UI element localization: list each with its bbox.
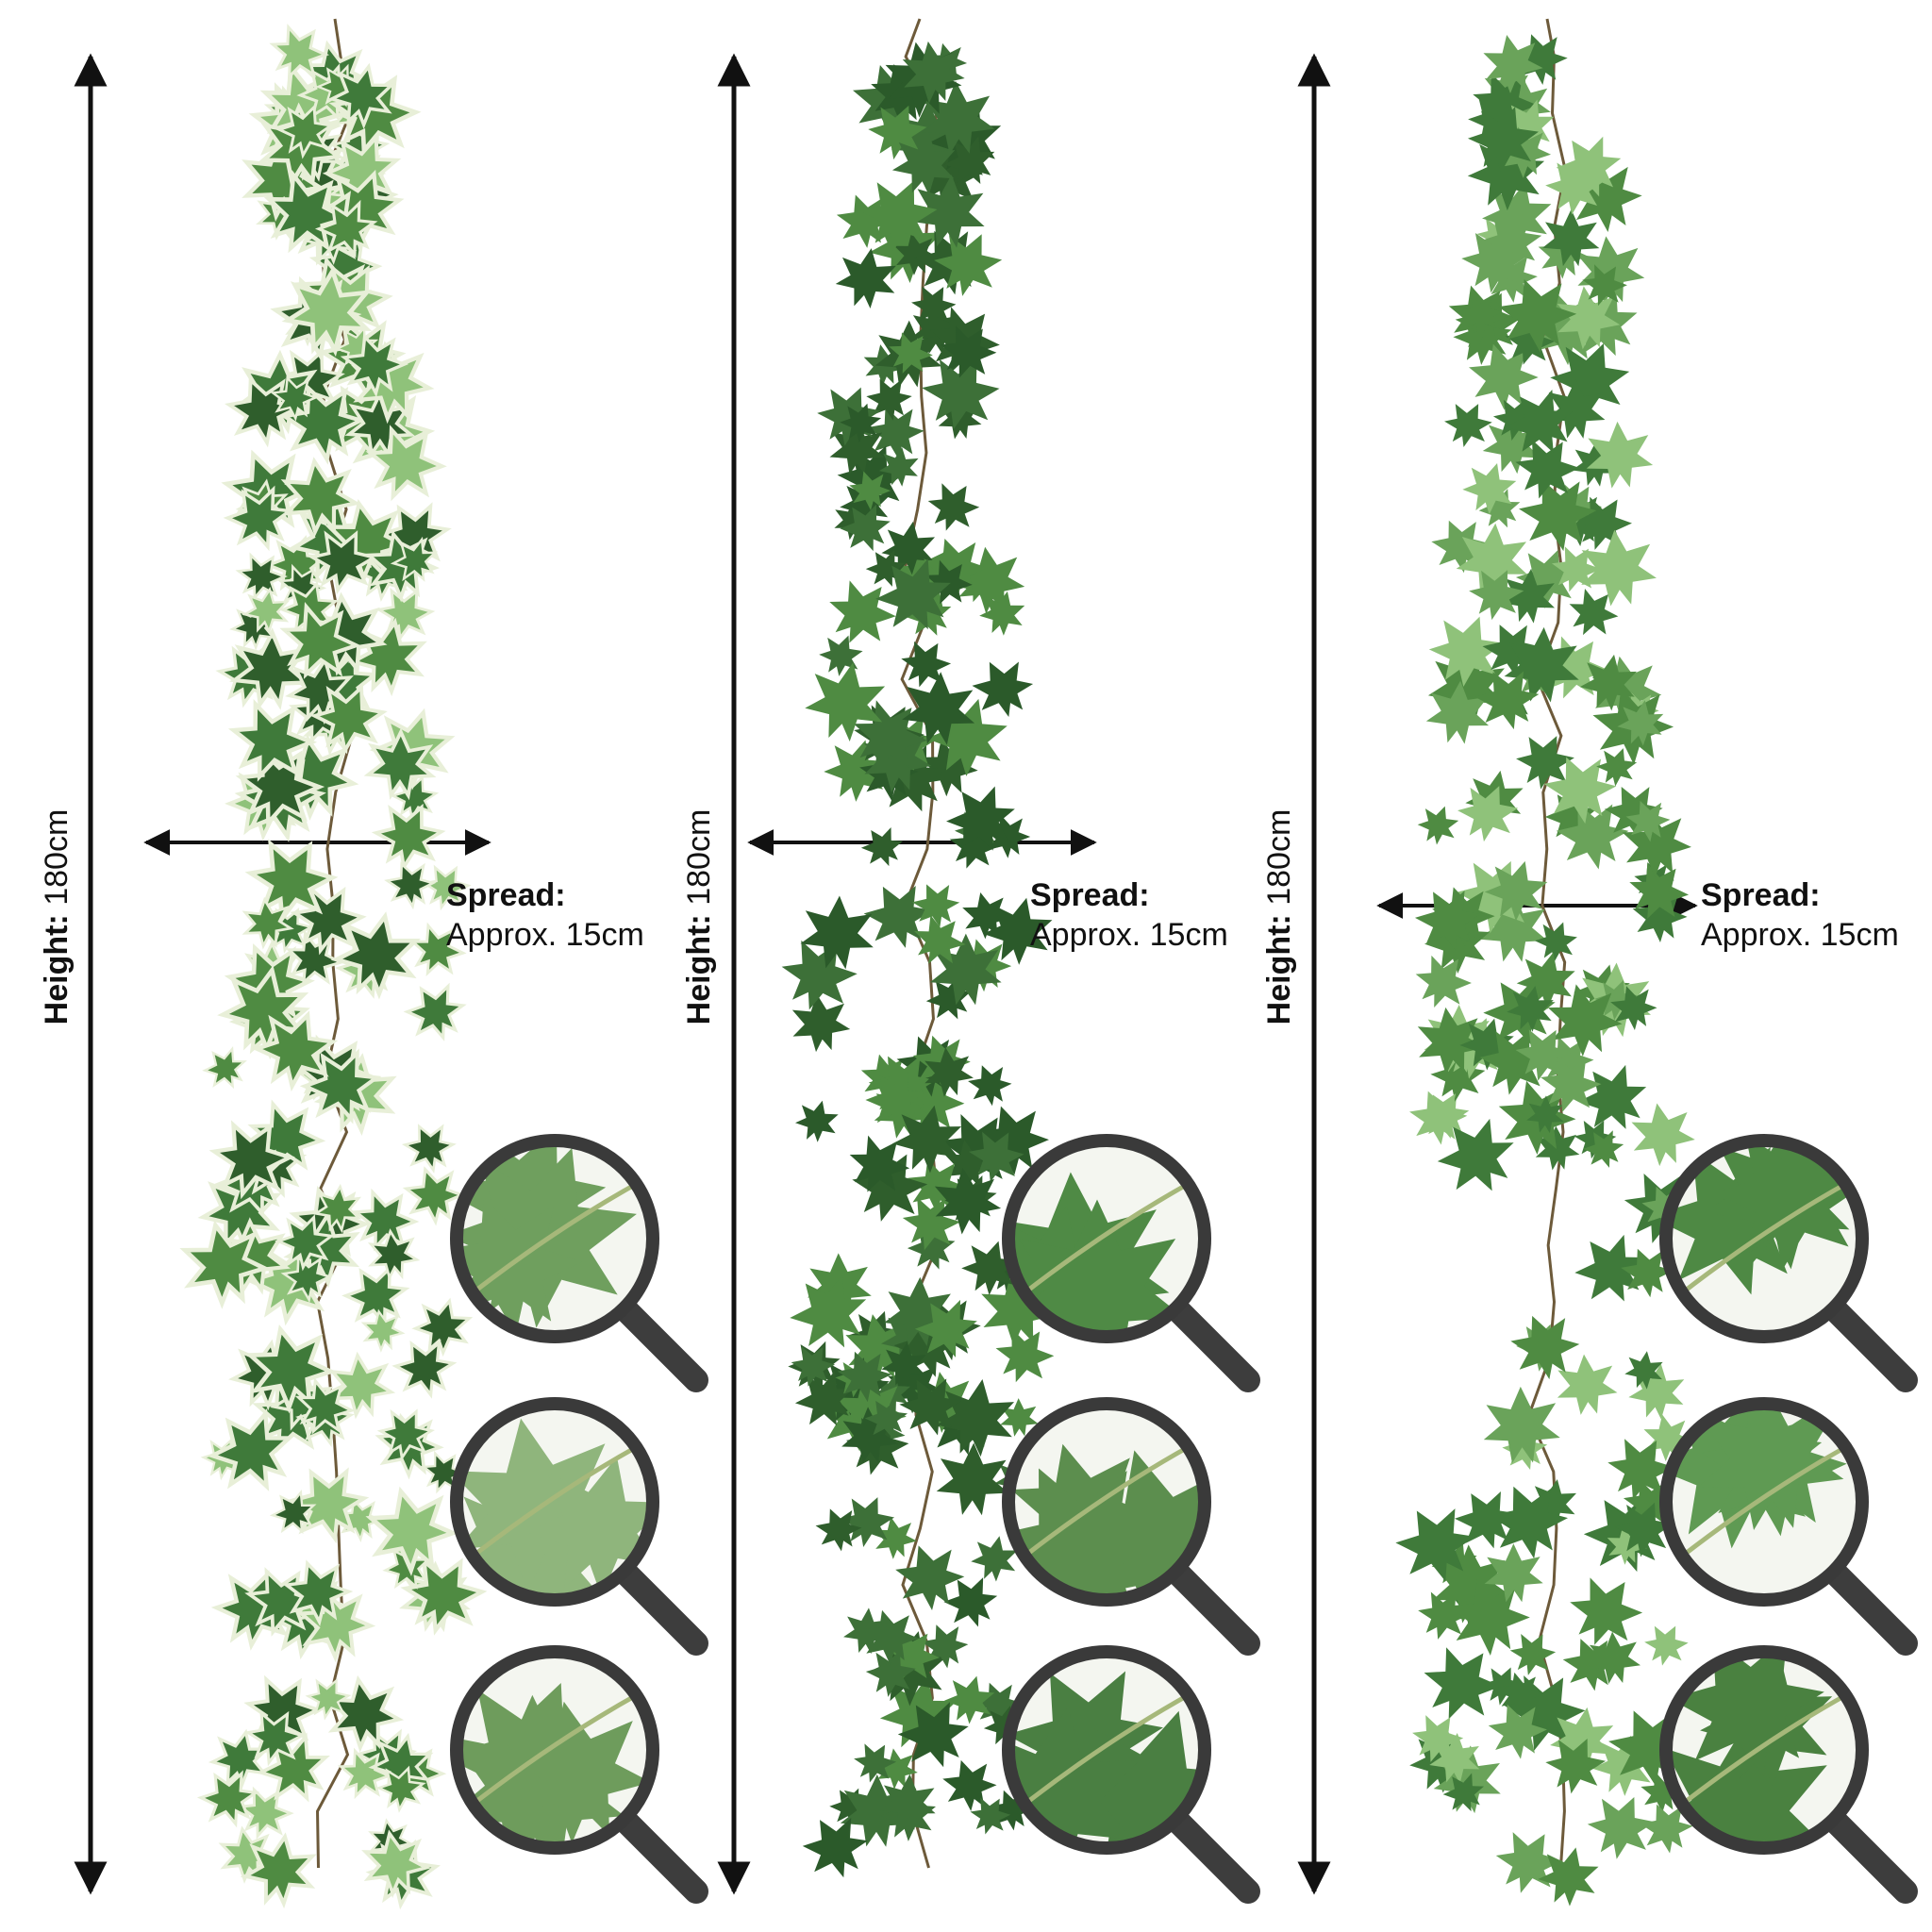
magnifier-icon — [1002, 1397, 1260, 1656]
ivy-vine-dark-green — [770, 18, 1063, 1890]
ivy-leaf — [1504, 1624, 1562, 1683]
magnifier-ring — [450, 1397, 659, 1607]
height-key: Height: — [1261, 914, 1297, 1025]
ivy-leaf — [893, 630, 958, 696]
magnifier-icon — [450, 1645, 708, 1904]
magnifier-ring — [1659, 1134, 1869, 1343]
ivy-leaf — [791, 1095, 843, 1146]
magnifier-handle — [1820, 1806, 1918, 1904]
ivy-leaf — [1438, 393, 1499, 455]
ivy-leaf — [936, 1441, 1010, 1516]
zoomed-stem — [1020, 1179, 1193, 1297]
magnifier-handle — [1820, 1557, 1918, 1656]
zoomed-stem — [1677, 1179, 1851, 1297]
spread-key: Spread: — [1701, 877, 1821, 913]
magnifier-handle — [610, 1806, 708, 1904]
magnifier-handle — [1820, 1294, 1918, 1392]
ivy-leaf — [814, 627, 869, 682]
spread-key: Spread: — [1030, 877, 1150, 913]
magnifier-ring — [1002, 1645, 1211, 1855]
vine-1-group — [74, 15, 708, 1915]
ivy-vine-variegated — [177, 15, 491, 1915]
magnifier-handle — [1162, 1294, 1260, 1392]
magnifier-handle — [610, 1557, 708, 1656]
magnifier-icon — [1002, 1134, 1260, 1392]
magnifier-lens-group — [450, 1134, 708, 1904]
spread-value: Approx. 15cm — [1701, 917, 1899, 953]
ivy-leaf — [397, 1115, 461, 1179]
magnifier-lens-group — [1002, 1134, 1260, 1904]
ivy-leaf — [962, 1057, 1017, 1112]
ivy-leaf — [788, 990, 853, 1055]
ivy-leaf — [919, 473, 988, 541]
zoomed-stem — [1020, 1690, 1193, 1808]
ivy-leaf — [397, 973, 474, 1050]
zoomed-stem — [1020, 1442, 1193, 1560]
height-value: 180cm — [1261, 808, 1297, 906]
magnifier-ring — [450, 1645, 659, 1855]
height-key: Height: — [681, 914, 717, 1025]
ivy-leaf — [386, 1329, 463, 1406]
spread-label-1: Spread: Approx. 15cm — [446, 875, 644, 955]
magnifier-handle — [1162, 1557, 1260, 1656]
magnifier-ring — [1002, 1397, 1211, 1607]
ivy-leaf — [1413, 799, 1464, 850]
zoomed-stem — [1677, 1442, 1851, 1560]
magnifier-handle — [610, 1294, 708, 1392]
spread-value: Approx. 15cm — [446, 917, 644, 953]
ivy-vine-light-green — [1384, 18, 1712, 1912]
height-value: 180cm — [39, 808, 75, 906]
spread-label-2: Spread: Approx. 15cm — [1030, 875, 1228, 955]
magnifier-ring — [1002, 1134, 1211, 1343]
spread-label-3: Spread: Approx. 15cm — [1701, 875, 1899, 955]
lens-close-up — [1666, 1652, 1851, 1848]
magnifier-icon — [1659, 1645, 1918, 1904]
magnifier-ring — [1659, 1397, 1869, 1607]
zoomed-stem — [468, 1690, 641, 1808]
magnifier-ring — [1659, 1645, 1869, 1855]
lens-close-up — [1008, 1425, 1205, 1600]
lens-close-up — [457, 1141, 653, 1337]
ivy-leaf — [1530, 915, 1583, 967]
ivy-leaf — [363, 1481, 459, 1577]
ivy-leaf — [1457, 456, 1523, 521]
ivy-leaf — [409, 1292, 476, 1359]
lens-close-up — [1666, 1141, 1862, 1323]
height-label-3: Height: 180cm — [1260, 766, 1298, 1068]
spread-value: Approx. 15cm — [1030, 917, 1228, 953]
zoomed-stem — [1677, 1690, 1851, 1808]
magnifier-icon — [1002, 1645, 1260, 1904]
height-label-2: Height: 180cm — [680, 766, 718, 1068]
vine-3-group — [1297, 18, 1918, 1912]
lens-close-up — [1666, 1404, 1862, 1568]
magnifier-icon — [1659, 1397, 1918, 1656]
magnifier-handle — [1162, 1806, 1260, 1904]
magnifier-ring — [450, 1134, 659, 1343]
magnifier-icon — [450, 1397, 708, 1656]
ivy-leaf — [1638, 1616, 1694, 1673]
magnifier-lens-group — [1659, 1134, 1918, 1904]
ivy-leaf — [854, 819, 910, 874]
ivy-leaf — [1625, 1097, 1699, 1171]
zoomed-stem — [468, 1179, 641, 1297]
zoomed-stem — [468, 1442, 641, 1560]
spread-key: Spread: — [446, 877, 566, 913]
vine-2-group — [717, 18, 1260, 1904]
lens-close-up — [457, 1404, 653, 1600]
height-value: 180cm — [681, 808, 717, 906]
magnifier-icon — [1659, 1134, 1918, 1392]
height-label-1: Height: 180cm — [38, 766, 75, 1068]
magnifier-icon — [450, 1134, 708, 1392]
height-key: Height: — [39, 914, 75, 1025]
lens-close-up — [1008, 1167, 1193, 1337]
lens-close-up — [457, 1652, 653, 1848]
lens-close-up — [1008, 1652, 1205, 1848]
ivy-leaf — [1554, 1351, 1620, 1417]
